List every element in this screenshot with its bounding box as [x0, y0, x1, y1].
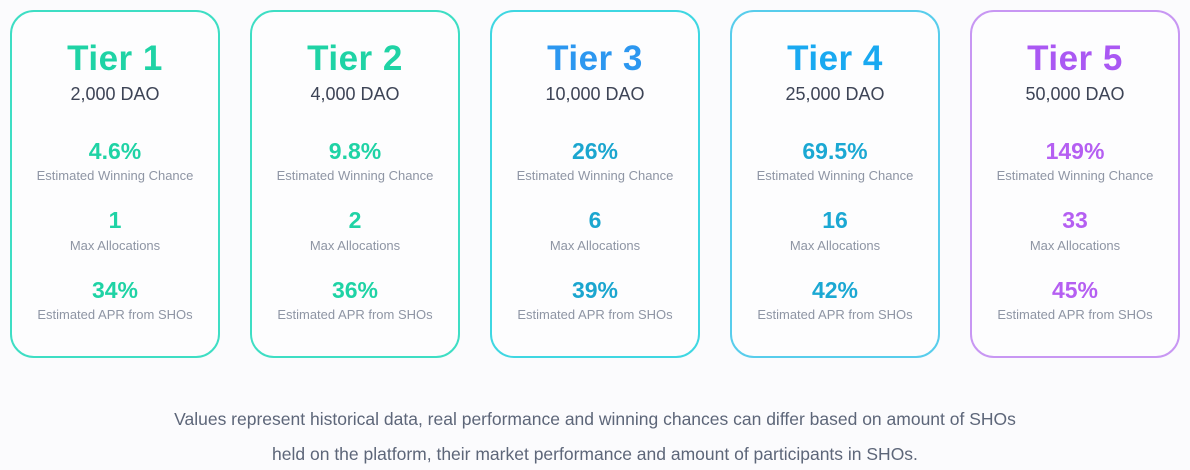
winning-chance-label: Estimated Winning Chance	[276, 168, 434, 184]
tier-title: Tier 2	[307, 39, 403, 78]
winning-chance-stat: 9.8% Estimated Winning Chance	[252, 138, 458, 184]
max-allocations-value: 16	[822, 207, 848, 234]
winning-chance-stat: 69.5% Estimated Winning Chance	[732, 138, 938, 184]
tier-stats: 9.8% Estimated Winning Chance 2 Max Allo…	[252, 138, 458, 323]
apr-label: Estimated APR from SHOs	[277, 307, 433, 323]
tier-dao-amount: 10,000 DAO	[545, 83, 645, 104]
max-allocations-value: 6	[588, 207, 602, 234]
tier-stats: 69.5% Estimated Winning Chance 16 Max Al…	[732, 138, 938, 323]
max-allocations-stat: 1 Max Allocations	[12, 207, 218, 253]
winning-chance-label: Estimated Winning Chance	[36, 168, 194, 184]
winning-chance-label: Estimated Winning Chance	[516, 168, 674, 184]
tier-title: Tier 4	[787, 39, 883, 78]
max-allocations-label: Max Allocations	[789, 237, 881, 253]
disclaimer-text: Values represent historical data, real p…	[10, 402, 1180, 470]
tier-title: Tier 5	[1027, 39, 1123, 78]
tier-dao-amount: 25,000 DAO	[785, 83, 885, 104]
tier-dao-amount: 50,000 DAO	[1025, 83, 1125, 104]
max-allocations-stat: 33 Max Allocations	[972, 207, 1178, 253]
apr-label: Estimated APR from SHOs	[997, 307, 1153, 323]
apr-value: 39%	[571, 276, 619, 303]
max-allocations-value: 1	[108, 207, 122, 234]
tier-cards-row: Tier 1 2,000 DAO 4.6% Estimated Winning …	[10, 10, 1180, 358]
max-allocations-stat: 2 Max Allocations	[252, 207, 458, 253]
apr-value: 34%	[91, 276, 139, 303]
tier-card-3: Tier 3 10,000 DAO 26% Estimated Winning …	[490, 10, 700, 358]
winning-chance-value: 9.8%	[328, 137, 382, 164]
apr-label: Estimated APR from SHOs	[37, 307, 193, 323]
winning-chance-value: 26%	[571, 137, 619, 164]
max-allocations-label: Max Allocations	[309, 237, 401, 253]
apr-value: 45%	[1051, 276, 1099, 303]
tier-stats: 149% Estimated Winning Chance 33 Max All…	[972, 138, 1178, 323]
winning-chance-value: 69.5%	[802, 137, 868, 164]
tier-stats: 4.6% Estimated Winning Chance 1 Max Allo…	[12, 138, 218, 323]
winning-chance-label: Estimated Winning Chance	[756, 168, 914, 184]
apr-label: Estimated APR from SHOs	[517, 307, 673, 323]
tier-dao-amount: 4,000 DAO	[310, 83, 400, 104]
tier-card-2: Tier 2 4,000 DAO 9.8% Estimated Winning …	[250, 10, 460, 358]
winning-chance-value: 149%	[1045, 137, 1105, 164]
tier-card-4: Tier 4 25,000 DAO 69.5% Estimated Winnin…	[730, 10, 940, 358]
tier-title: Tier 1	[67, 39, 163, 78]
winning-chance-stat: 4.6% Estimated Winning Chance	[12, 138, 218, 184]
max-allocations-stat: 6 Max Allocations	[492, 207, 698, 253]
tier-stats: 26% Estimated Winning Chance 6 Max Alloc…	[492, 138, 698, 323]
winning-chance-stat: 149% Estimated Winning Chance	[972, 138, 1178, 184]
tier-title: Tier 3	[547, 39, 643, 78]
apr-stat: 39% Estimated APR from SHOs	[492, 277, 698, 323]
winning-chance-stat: 26% Estimated Winning Chance	[492, 138, 698, 184]
disclaimer-line-1: Values represent historical data, real p…	[174, 409, 1016, 429]
apr-stat: 42% Estimated APR from SHOs	[732, 277, 938, 323]
tier-card-5: Tier 5 50,000 DAO 149% Estimated Winning…	[970, 10, 1180, 358]
apr-label: Estimated APR from SHOs	[757, 307, 913, 323]
winning-chance-label: Estimated Winning Chance	[996, 168, 1154, 184]
winning-chance-value: 4.6%	[88, 137, 142, 164]
disclaimer-line-2: held on the platform, their market perfo…	[272, 444, 918, 464]
max-allocations-label: Max Allocations	[69, 237, 161, 253]
max-allocations-label: Max Allocations	[549, 237, 641, 253]
apr-value: 42%	[811, 276, 859, 303]
tier-dao-amount: 2,000 DAO	[70, 83, 160, 104]
apr-value: 36%	[331, 276, 379, 303]
max-allocations-value: 2	[348, 207, 362, 234]
apr-stat: 36% Estimated APR from SHOs	[252, 277, 458, 323]
max-allocations-label: Max Allocations	[1029, 237, 1121, 253]
apr-stat: 34% Estimated APR from SHOs	[12, 277, 218, 323]
apr-stat: 45% Estimated APR from SHOs	[972, 277, 1178, 323]
max-allocations-value: 33	[1062, 207, 1088, 234]
max-allocations-stat: 16 Max Allocations	[732, 207, 938, 253]
tier-card-1: Tier 1 2,000 DAO 4.6% Estimated Winning …	[10, 10, 220, 358]
